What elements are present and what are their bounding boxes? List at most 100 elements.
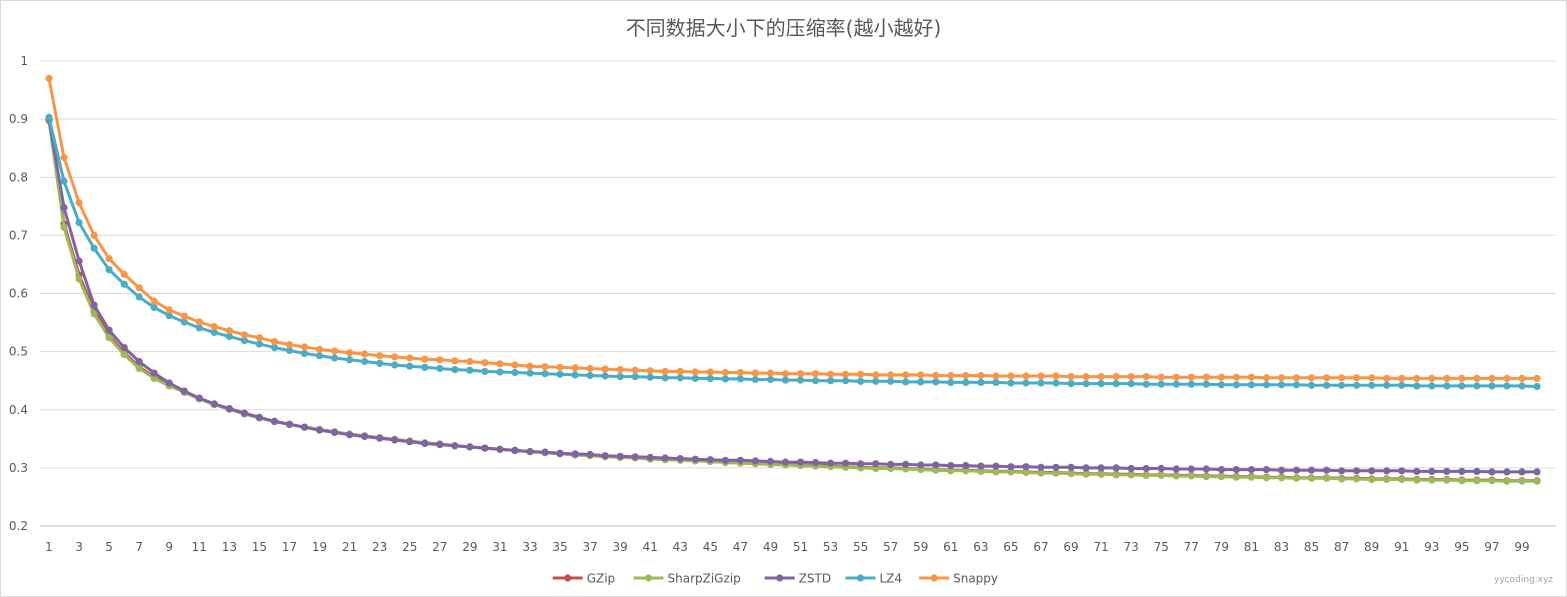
series-line (47, 119, 1539, 483)
x-tick-label: 89 (1364, 540, 1379, 554)
data-point (556, 363, 564, 371)
data-point (691, 368, 699, 376)
data-point (1232, 381, 1240, 389)
data-point (1082, 373, 1090, 381)
x-tick-label: 55 (853, 540, 868, 554)
legend-label: LZ4 (880, 572, 903, 586)
x-tick-label: 33 (522, 540, 537, 554)
data-point (1037, 379, 1045, 387)
chart-title: 不同数据大小下的压缩率(越小越好) (625, 16, 942, 40)
data-point (135, 357, 143, 366)
data-point (270, 344, 279, 352)
x-tick-label: 25 (402, 540, 417, 554)
data-point (1127, 373, 1135, 381)
data-point (1398, 467, 1406, 475)
data-point (1383, 467, 1391, 475)
data-point (1383, 381, 1391, 389)
data-point (706, 368, 714, 376)
data-point (1172, 380, 1180, 388)
data-point (346, 349, 354, 357)
data-point (1082, 380, 1090, 388)
series-line (47, 115, 1539, 388)
data-point (526, 369, 534, 377)
data-point (526, 448, 534, 456)
data-point (315, 352, 324, 360)
data-point (120, 344, 128, 352)
data-point (932, 461, 940, 469)
data-point (541, 370, 549, 378)
data-point (90, 301, 98, 309)
data-point (120, 270, 128, 278)
data-point (1142, 471, 1150, 479)
x-tick-label: 57 (883, 540, 898, 554)
data-point (1127, 380, 1135, 388)
data-point (1052, 463, 1060, 471)
data-point (165, 306, 173, 314)
data-point (827, 370, 835, 378)
data-point (436, 364, 444, 373)
data-point (1202, 473, 1210, 481)
data-point (1067, 380, 1075, 388)
data-point (766, 369, 775, 377)
data-point (1112, 373, 1120, 381)
data-point (1353, 467, 1361, 475)
data-point (766, 375, 775, 384)
data-point (977, 462, 985, 470)
data-point (1067, 373, 1075, 381)
data-point (1428, 476, 1436, 484)
data-point (1518, 382, 1526, 390)
data-point (1277, 374, 1286, 382)
data-point (781, 458, 790, 466)
x-tick-label: 7 (135, 540, 143, 554)
data-point (1488, 468, 1496, 476)
data-point (1172, 373, 1180, 381)
x-tick-label: 23 (372, 540, 387, 554)
legend-item-sharpzigzip: SharpZiGzip (633, 572, 741, 586)
data-point (255, 413, 263, 421)
y-tick-label: 0.7 (9, 228, 28, 242)
data-point (1037, 372, 1045, 380)
data-point (361, 432, 369, 441)
data-point (1338, 467, 1346, 475)
data-point (150, 303, 158, 312)
data-point (120, 280, 128, 288)
data-point (361, 357, 369, 366)
data-point (1112, 471, 1120, 479)
data-point (872, 460, 880, 468)
x-tick-label: 29 (462, 540, 477, 554)
data-point (751, 375, 760, 384)
data-point (947, 467, 955, 475)
data-point (75, 199, 83, 207)
data-point (1518, 477, 1526, 485)
data-point (1157, 471, 1165, 479)
x-tick-label: 49 (763, 540, 778, 554)
data-point (1518, 468, 1526, 476)
legend: GZip SharpZiGzip ZSTD LZ4 Snappy (552, 572, 998, 586)
data-point (165, 379, 173, 387)
data-point (736, 375, 745, 383)
data-point (691, 455, 699, 463)
y-tick-label: 0.8 (9, 170, 28, 184)
data-point (601, 372, 609, 380)
data-point (1458, 477, 1466, 485)
data-point (105, 326, 113, 334)
x-tick-label: 45 (703, 540, 718, 554)
data-point (421, 439, 429, 448)
data-point (1262, 466, 1271, 474)
data-point (1082, 470, 1090, 478)
x-tick-label: 71 (1093, 540, 1108, 554)
x-tick-label: 87 (1334, 540, 1349, 554)
data-point (932, 371, 940, 380)
x-tick-label: 59 (913, 540, 928, 554)
data-point (947, 378, 955, 386)
data-point (601, 452, 609, 460)
data-point (1443, 476, 1451, 484)
series-lz4 (45, 113, 1541, 391)
data-point (1473, 374, 1481, 382)
data-point (631, 453, 639, 461)
data-point (150, 369, 158, 377)
data-point (661, 454, 669, 462)
data-point (1172, 465, 1180, 473)
data-point (1007, 372, 1015, 380)
y-tick-label: 0.3 (9, 461, 28, 475)
